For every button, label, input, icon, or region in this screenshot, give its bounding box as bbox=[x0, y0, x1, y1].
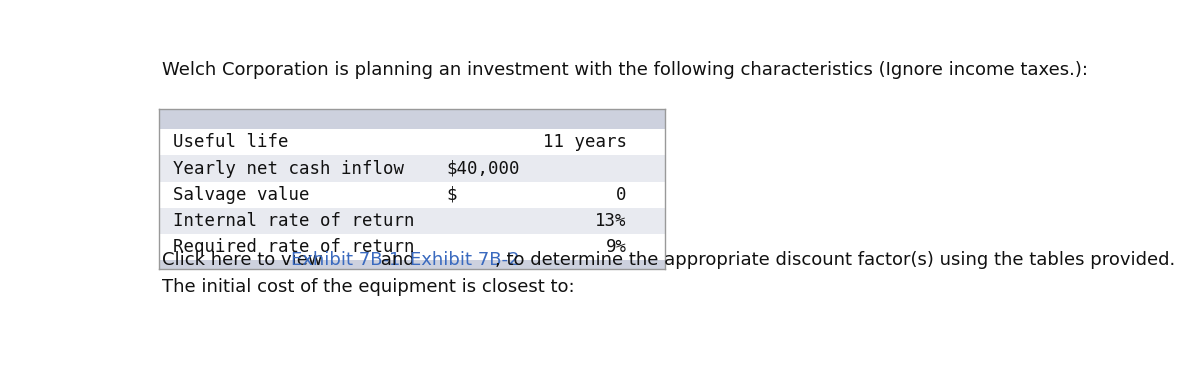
Text: $: $ bbox=[446, 186, 456, 204]
Bar bbox=[160, 109, 665, 129]
Text: 11 years: 11 years bbox=[542, 133, 626, 151]
Bar bbox=[160, 182, 665, 208]
Text: 0: 0 bbox=[616, 186, 626, 204]
Text: , to determine the appropriate discount factor(s) using the tables provided.: , to determine the appropriate discount … bbox=[496, 251, 1176, 269]
Text: Click here to view: Click here to view bbox=[162, 251, 328, 269]
Bar bbox=[160, 234, 665, 260]
Bar bbox=[160, 129, 665, 155]
Text: and: and bbox=[376, 251, 421, 269]
Text: Exhibit 7B-2: Exhibit 7B-2 bbox=[410, 251, 520, 269]
Text: Exhibit 7B-1: Exhibit 7B-1 bbox=[290, 251, 400, 269]
Text: Salvage value: Salvage value bbox=[173, 186, 310, 204]
Text: Yearly net cash inflow: Yearly net cash inflow bbox=[173, 160, 404, 178]
Text: $40,000: $40,000 bbox=[446, 160, 520, 178]
Text: 9%: 9% bbox=[606, 238, 626, 256]
Text: Internal rate of return: Internal rate of return bbox=[173, 212, 415, 230]
Text: Welch Corporation is planning an investment with the following characteristics (: Welch Corporation is planning an investm… bbox=[162, 61, 1087, 79]
Text: Useful life: Useful life bbox=[173, 133, 289, 151]
Bar bbox=[160, 155, 665, 182]
Text: Required rate of return: Required rate of return bbox=[173, 238, 415, 256]
Bar bbox=[160, 208, 665, 234]
Bar bbox=[160, 260, 665, 270]
Text: 13%: 13% bbox=[595, 212, 626, 230]
Text: The initial cost of the equipment is closest to:: The initial cost of the equipment is clo… bbox=[162, 278, 575, 296]
